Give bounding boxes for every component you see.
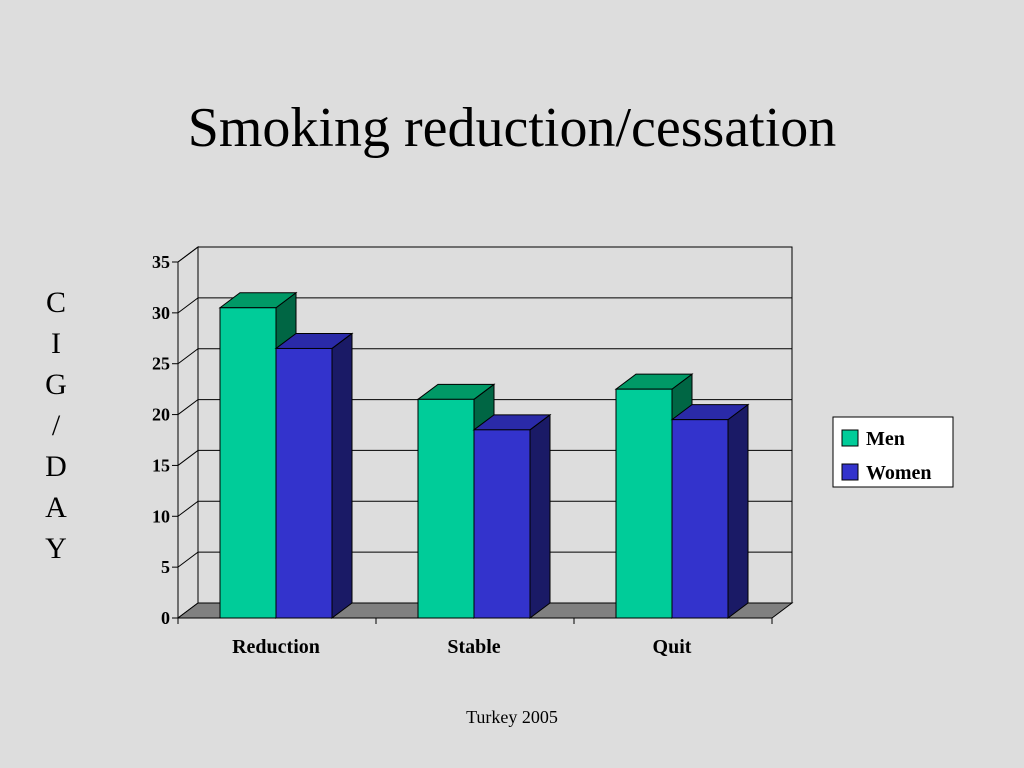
bar-front-face <box>219 307 277 619</box>
slide-title: Smoking reduction/cessation <box>187 97 837 159</box>
y-axis-label-letter: Y <box>45 532 67 565</box>
legend-swatch-women <box>841 463 859 481</box>
bar-front-face <box>275 347 333 619</box>
y-tick-label: 20 <box>152 405 170 425</box>
y-tick-label: 15 <box>152 455 170 475</box>
y-tick-label: 10 <box>152 506 170 526</box>
gridline <box>177 297 792 314</box>
y-axis-label-letter: / <box>51 409 61 442</box>
legend-swatch-men <box>841 429 859 447</box>
y-tick-label: 35 <box>152 252 170 272</box>
bar-women-quit <box>670 403 750 619</box>
gridline <box>177 348 792 365</box>
bar-front-face <box>615 388 673 619</box>
y-axis-label-letter: A <box>45 491 67 524</box>
chart-side-wall <box>177 246 199 619</box>
chart-legend: Men Women <box>832 416 954 488</box>
bar-front-face <box>417 398 475 619</box>
bar-side-face <box>331 332 353 619</box>
bar-women-stable <box>472 413 552 619</box>
y-axis-label-letter: D <box>45 450 67 483</box>
bar-women-reduction <box>274 332 354 619</box>
chart-axes: 0 5 10 15 20 25 30 35 Reduction Stable Quit <box>152 252 773 658</box>
gridline <box>177 551 792 568</box>
x-category-label: Stable <box>447 636 500 658</box>
gridline <box>177 449 792 466</box>
chart-gridlines <box>177 246 792 568</box>
bar-side-face <box>727 403 749 619</box>
y-tick-label: 5 <box>161 557 170 577</box>
y-tick-label: 0 <box>161 608 170 628</box>
gridline <box>177 500 792 517</box>
gridline <box>177 399 792 415</box>
y-axis-label-letter: G <box>45 368 67 401</box>
gridline <box>177 246 792 263</box>
bar-front-face <box>473 429 531 619</box>
chart-bars <box>218 291 750 619</box>
bar-front-face <box>671 419 729 619</box>
slide-footer: Turkey 2005 <box>466 707 558 727</box>
legend-label-men: Men <box>866 428 905 450</box>
x-category-label: Reduction <box>232 636 320 658</box>
y-tick-label: 30 <box>152 303 170 323</box>
legend-label-women: Women <box>866 462 932 484</box>
bar-side-face <box>529 413 551 619</box>
y-tick-label: 25 <box>152 354 170 374</box>
y-axis-label-letter: I <box>51 327 61 360</box>
x-category-label: Quit <box>653 636 692 658</box>
y-axis-label: C I G / D A Y <box>38 282 74 569</box>
y-axis-label-letter: C <box>45 286 66 319</box>
